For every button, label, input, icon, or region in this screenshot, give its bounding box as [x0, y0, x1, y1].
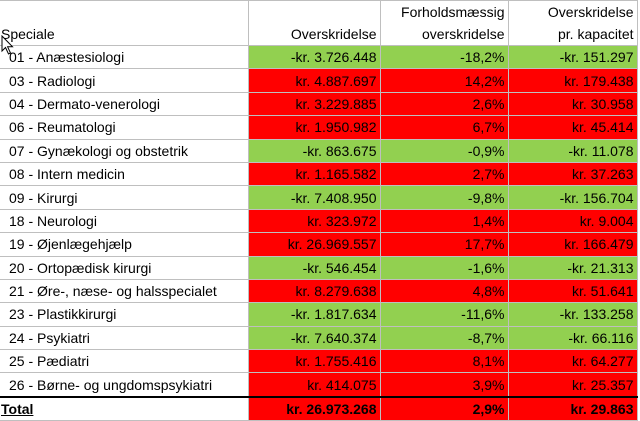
cell-speciale[interactable]: 07 - Gynækologi og obstetrik: [0, 138, 249, 163]
cell-forholdsmaessig[interactable]: -0,9%: [379, 138, 509, 163]
header-kapacitet-line1: Overskridelse: [547, 4, 634, 20]
cell-speciale[interactable]: 09 - Kirurgi: [0, 185, 249, 210]
table-row: 19 - Øjenlægehjælp kr. 26.969.557 17,7% kr.…: [0, 232, 638, 257]
cell-kapacitet[interactable]: -kr. 21.313: [507, 255, 638, 280]
cell-speciale[interactable]: 21 - Øre-, næse- og halsspecialet: [0, 278, 249, 304]
cell-kapacitet[interactable]: -kr. 66.116: [507, 325, 638, 351]
cell-forholdsmaessig[interactable]: -18,2%: [379, 44, 509, 70]
cell-speciale[interactable]: 04 - Dermato-venerologi: [0, 91, 249, 117]
cell-speciale[interactable]: 01 - Anæstesiologi: [0, 44, 249, 70]
cell-speciale[interactable]: 25 - Pædiatri: [0, 349, 249, 374]
cell-forholdsmaessig[interactable]: 2,6%: [379, 91, 509, 117]
cell-overskridelse[interactable]: -kr. 7.640.374: [247, 325, 381, 351]
cell-speciale[interactable]: 06 - Reumatologi: [0, 115, 249, 140]
cell-overskridelse[interactable]: kr. 3.229.885: [247, 91, 381, 117]
cell-kapacitet[interactable]: kr. 51.641: [507, 278, 638, 304]
cell-kapacitet[interactable]: -kr. 151.297: [507, 44, 638, 70]
cell-kapacitet[interactable]: kr. 179.438: [507, 68, 638, 93]
total-row: Total kr. 26.973.268 2,9% kr. 29.863: [0, 395, 638, 421]
cell-forholdsmaessig[interactable]: 4,8%: [379, 278, 509, 304]
cell-kapacitet[interactable]: -kr. 156.704: [507, 185, 638, 210]
table-row: 18 - Neurologi kr. 323.972 1,4% kr. 9.004: [0, 208, 638, 234]
table-row: 04 - Dermato-venerologi kr. 3.229.885 2,6%…: [0, 91, 638, 117]
cell-kapacitet[interactable]: -kr. 133.258: [507, 302, 638, 327]
header-overskridelse-label: Overskridelse: [290, 26, 377, 42]
header-row: Speciale Overskridelse Forholdsmæssig ov…: [0, 0, 638, 46]
cell-forholdsmaessig[interactable]: 3,9%: [379, 372, 509, 398]
cell-speciale[interactable]: Total: [0, 395, 249, 421]
cell-forholdsmaessig[interactable]: 1,4%: [379, 208, 509, 234]
cell-overskridelse[interactable]: -kr. 546.454: [247, 255, 381, 280]
header-kapacitet-line2: pr. kapacitet: [558, 26, 634, 42]
cell-kapacitet[interactable]: kr. 37.263: [507, 161, 638, 187]
cell-kapacitet[interactable]: kr. 45.414: [507, 115, 638, 140]
table-row: 21 - Øre-, næse- og halsspecialet kr. 8.2…: [0, 278, 638, 304]
header-kapacitet[interactable]: Overskridelse pr. kapacitet: [507, 0, 638, 46]
cell-speciale[interactable]: 24 - Psykiatri: [0, 325, 249, 351]
cell-overskridelse[interactable]: kr. 8.279.638: [247, 278, 381, 304]
cell-overskridelse[interactable]: kr. 26.973.268: [247, 395, 381, 421]
cell-forholdsmaessig[interactable]: -11,6%: [379, 302, 509, 327]
cell-overskridelse[interactable]: kr. 1.950.982: [247, 115, 381, 140]
cell-kapacitet[interactable]: kr. 29.863: [507, 395, 638, 421]
cell-overskridelse[interactable]: -kr. 1.817.634: [247, 302, 381, 327]
table-row: 20 - Ortopædisk kirurgi -kr. 546.454 -1,6%…: [0, 255, 638, 280]
cell-kapacitet[interactable]: kr. 30.958: [507, 91, 638, 117]
header-speciale[interactable]: Speciale: [0, 0, 249, 46]
cell-forholdsmaessig[interactable]: 2,9%: [379, 395, 509, 421]
cell-overskridelse[interactable]: -kr. 7.408.950: [247, 185, 381, 210]
cell-forholdsmaessig[interactable]: 14,2%: [379, 68, 509, 93]
table-row: 08 - Intern medicin kr. 1.165.582 2,7% kr. …: [0, 161, 638, 187]
cell-speciale[interactable]: 20 - Ortopædisk kirurgi: [0, 255, 249, 280]
cell-speciale[interactable]: 03 - Radiologi: [0, 68, 249, 93]
cell-forholdsmaessig[interactable]: -8,7%: [379, 325, 509, 351]
table-row: 26 - Børne- og ungdomspsykiatri kr. 414.0…: [0, 372, 638, 398]
cell-speciale[interactable]: 26 - Børne- og ungdomspsykiatri: [0, 372, 249, 398]
table-row: 07 - Gynækologi og obstetrik -kr. 863.675…: [0, 138, 638, 163]
cell-kapacitet[interactable]: kr. 9.004: [507, 208, 638, 234]
table-row: 23 - Plastikkirurgi -kr. 1.817.634 -11,6% -…: [0, 302, 638, 327]
cell-forholdsmaessig[interactable]: 17,7%: [379, 232, 509, 257]
header-forholdsmaessig-line1: Forholdsmæssig: [401, 4, 505, 20]
table-row: 03 - Radiologi kr. 4.887.697 14,2% kr. 179.…: [0, 68, 638, 93]
cell-speciale[interactable]: 08 - Intern medicin: [0, 161, 249, 187]
header-speciale-label: Speciale: [1, 26, 55, 42]
header-forholdsmaessig[interactable]: Forholdsmæssig overskridelse: [379, 0, 509, 46]
table-body: 01 - Anæstesiologi -kr. 3.726.448 -18,2% -k…: [0, 44, 638, 421]
table-row: 24 - Psykiatri -kr. 7.640.374 -8,7% -kr. 66…: [0, 325, 638, 351]
cell-overskridelse[interactable]: -kr. 863.675: [247, 138, 381, 163]
cell-overskridelse[interactable]: -kr. 3.726.448: [247, 44, 381, 70]
cell-overskridelse[interactable]: kr. 414.075: [247, 372, 381, 398]
cell-forholdsmaessig[interactable]: -9,8%: [379, 185, 509, 210]
header-overskridelse[interactable]: Overskridelse: [247, 0, 381, 46]
table-row: 25 - Pædiatri kr. 1.755.416 8,1% kr. 64.277: [0, 349, 638, 374]
table-row: 06 - Reumatologi kr. 1.950.982 6,7% kr. 45.…: [0, 115, 638, 140]
cell-overskridelse[interactable]: kr. 26.969.557: [247, 232, 381, 257]
cell-kapacitet[interactable]: kr. 64.277: [507, 349, 638, 374]
cell-overskridelse[interactable]: kr. 323.972: [247, 208, 381, 234]
cell-overskridelse[interactable]: kr. 1.755.416: [247, 349, 381, 374]
cell-forholdsmaessig[interactable]: -1,6%: [379, 255, 509, 280]
table-row: 09 - Kirurgi -kr. 7.408.950 -9,8% -kr. 156.…: [0, 185, 638, 210]
cell-speciale[interactable]: 23 - Plastikkirurgi: [0, 302, 249, 327]
header-forholdsmaessig-line2: overskridelse: [422, 26, 505, 42]
cell-kapacitet[interactable]: -kr. 11.078: [507, 138, 638, 163]
cell-forholdsmaessig[interactable]: 2,7%: [379, 161, 509, 187]
cell-kapacitet[interactable]: kr. 166.479: [507, 232, 638, 257]
cell-forholdsmaessig[interactable]: 8,1%: [379, 349, 509, 374]
cell-overskridelse[interactable]: kr. 4.887.697: [247, 68, 381, 93]
cell-overskridelse[interactable]: kr. 1.165.582: [247, 161, 381, 187]
cell-speciale[interactable]: 18 - Neurologi: [0, 208, 249, 234]
table-row: 01 - Anæstesiologi -kr. 3.726.448 -18,2% -k…: [0, 44, 638, 70]
cell-speciale[interactable]: 19 - Øjenlægehjælp: [0, 232, 249, 257]
cell-kapacitet[interactable]: kr. 25.357: [507, 372, 638, 398]
cell-forholdsmaessig[interactable]: 6,7%: [379, 115, 509, 140]
